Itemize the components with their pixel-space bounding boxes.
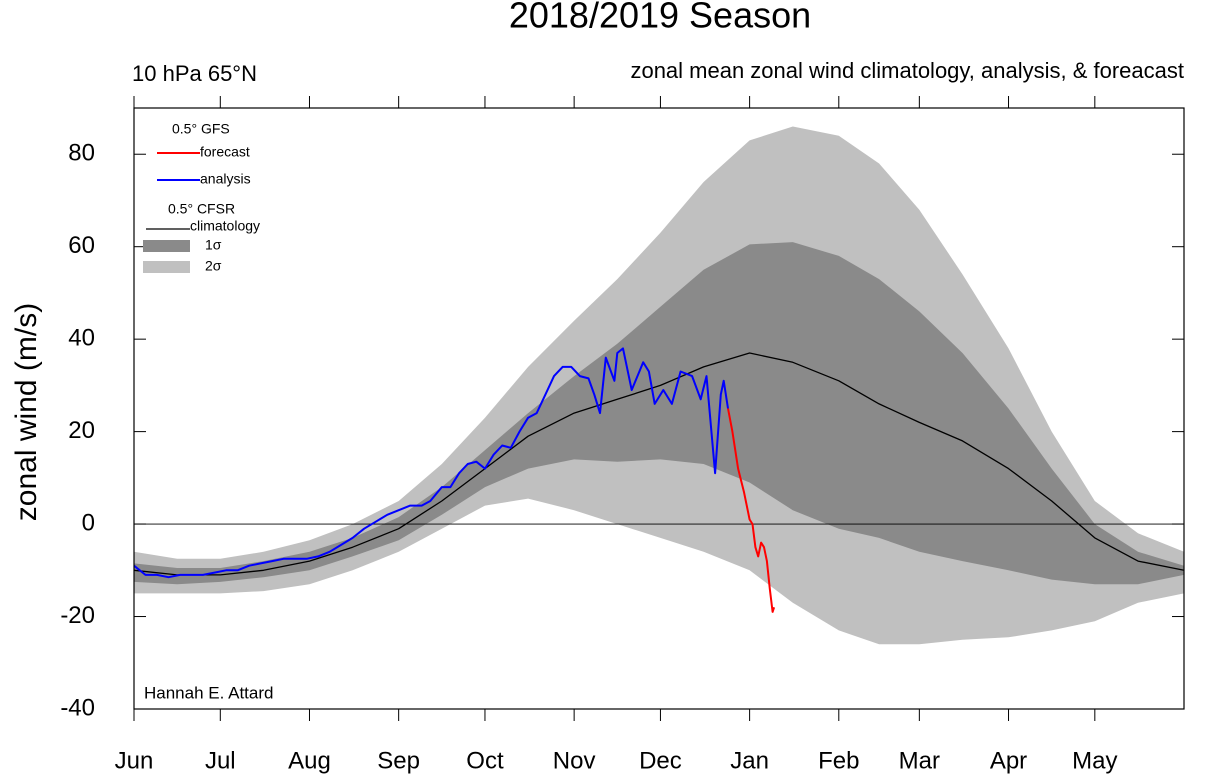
legend-label: 2σ (205, 258, 222, 274)
x-tick-label: Feb (818, 747, 859, 774)
y-tick-label: 80 (68, 140, 95, 167)
legend-group-title: 0.5° GFS (172, 121, 230, 137)
x-tick-label: May (1072, 747, 1117, 774)
y-tick-label: -40 (60, 694, 95, 721)
chart-title: 2018/2019 Season (509, 0, 811, 36)
subtitle-right: zonal mean zonal wind climatology, analy… (630, 58, 1184, 83)
plot-frame (133, 107, 1185, 710)
sigma-band (134, 242, 1184, 585)
x-tick-label: Oct (466, 747, 504, 774)
legend-label: forecast (200, 144, 250, 160)
y-tick-label: 20 (68, 417, 95, 444)
y-tick-label: -20 (60, 602, 95, 629)
x-tick-label: Apr (990, 747, 1027, 774)
y-tick-label: 60 (68, 232, 95, 259)
x-tick-label: Nov (553, 747, 596, 774)
credit: Hannah E. Attard (144, 683, 273, 702)
legend-swatch (143, 261, 190, 273)
legend-label: 1σ (205, 237, 222, 253)
x-tick-label: Jun (115, 747, 154, 774)
y-tick-label: 40 (68, 324, 95, 351)
y-tick-label: 0 (82, 509, 95, 536)
x-tick-label: Dec (639, 747, 682, 774)
x-tick-label: Sep (377, 747, 420, 774)
x-tick-label: Aug (288, 747, 331, 774)
legend-swatch (143, 240, 190, 252)
y-axis-label: zonal wind (m/s) (10, 303, 43, 521)
x-tick-label: Mar (899, 747, 940, 774)
series-line (133, 347, 729, 579)
x-tick-label: Jan (730, 747, 769, 774)
x-tick-label: Jul (205, 747, 236, 774)
series-line (133, 352, 1185, 576)
subtitle-left: 10 hPa 65°N (132, 61, 257, 86)
legend-group-title: 0.5° CFSR (168, 201, 235, 217)
series-line (727, 408, 776, 613)
legend-label: analysis (200, 171, 251, 187)
legend-label: climatology (190, 218, 260, 234)
